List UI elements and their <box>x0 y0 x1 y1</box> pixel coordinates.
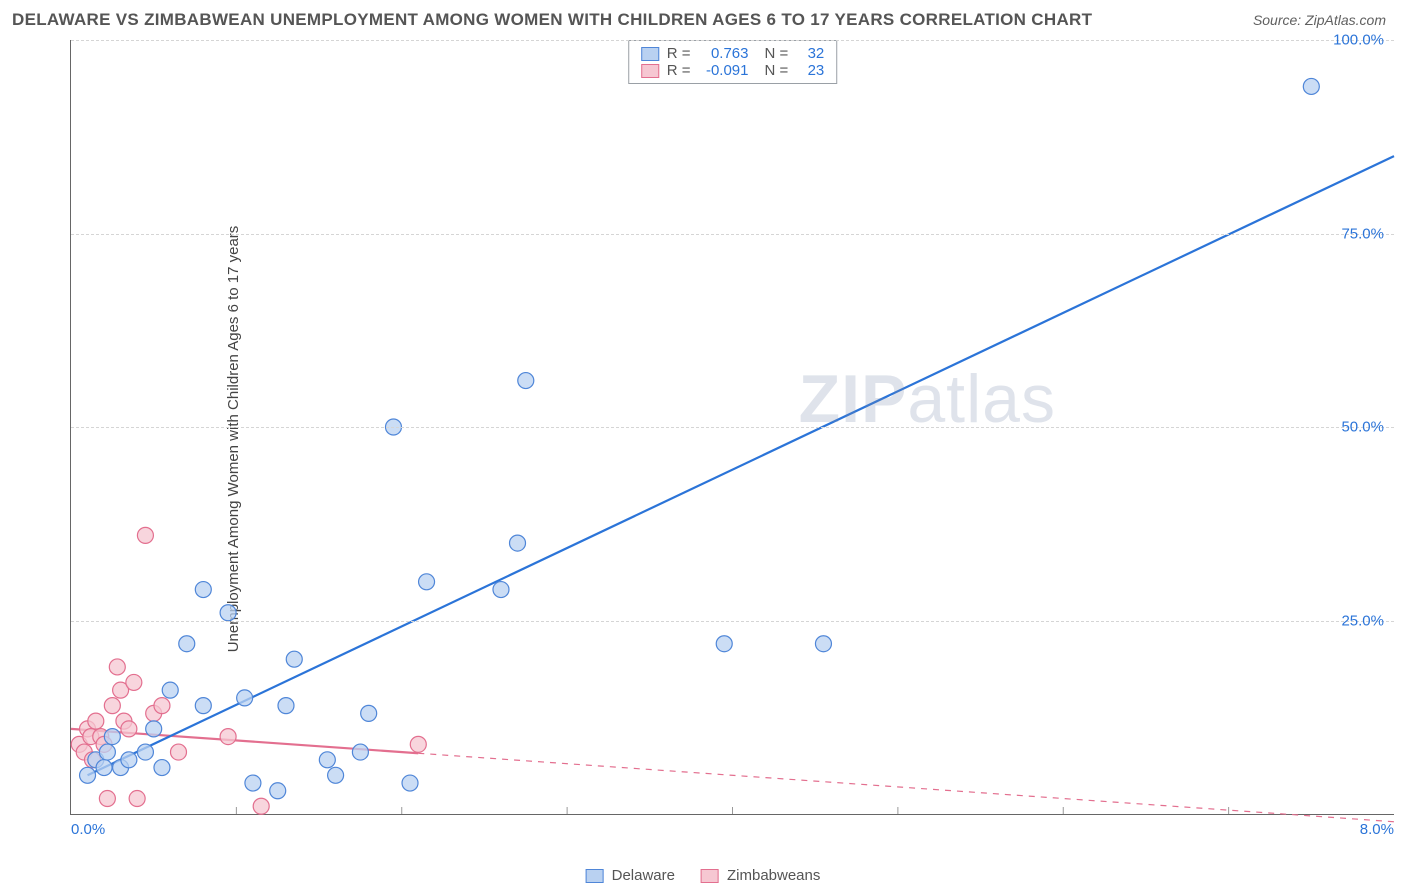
legend-label: Delaware <box>612 867 675 884</box>
legend-item-zimbabweans: Zimbabweans <box>701 867 820 884</box>
x-tick-label: 8.0% <box>1360 821 1394 838</box>
plot-area: R = 0.763 N = 32 R = -0.091 N = 23 25.0%… <box>70 40 1394 815</box>
legend-label: Zimbabweans <box>727 867 820 884</box>
gridline-h <box>71 40 1394 41</box>
y-tick-label: 25.0% <box>1341 612 1384 629</box>
x-tick-label: 0.0% <box>71 821 105 838</box>
legend-swatch-zimbabweans <box>701 869 719 883</box>
y-tick-label: 100.0% <box>1333 32 1384 49</box>
gridline-h <box>71 621 1394 622</box>
chart-source: Source: ZipAtlas.com <box>1253 12 1386 28</box>
y-tick-label: 75.0% <box>1341 225 1384 242</box>
legend-item-delaware: Delaware <box>586 867 675 884</box>
chart-title: DELAWARE VS ZIMBABWEAN UNEMPLOYMENT AMON… <box>12 10 1092 30</box>
y-tick-label: 50.0% <box>1341 419 1384 436</box>
bottom-legend: Delaware Zimbabweans <box>586 867 821 884</box>
gridline-h <box>71 234 1394 235</box>
gridline-h <box>71 427 1394 428</box>
legend-swatch-delaware <box>586 869 604 883</box>
chart-header: DELAWARE VS ZIMBABWEAN UNEMPLOYMENT AMON… <box>0 0 1406 36</box>
chart-container: Unemployment Among Women with Children A… <box>50 40 1394 837</box>
